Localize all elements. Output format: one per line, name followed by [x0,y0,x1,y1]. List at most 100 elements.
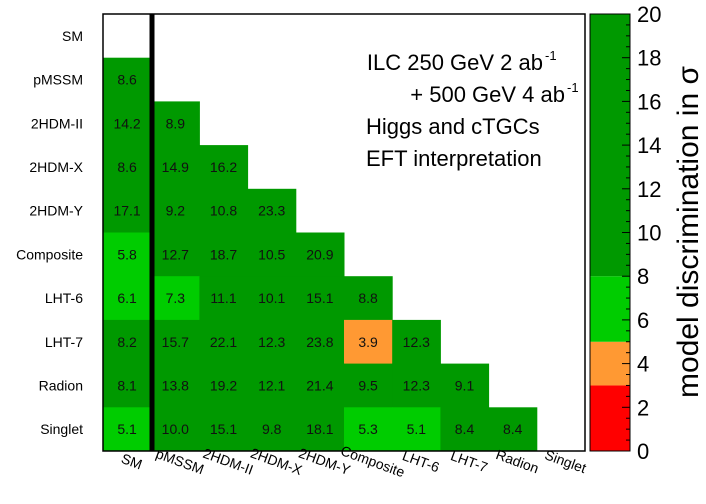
annotation-line-2-sup: -1 [567,80,579,95]
colorbar: 0 2 4 6 8 10 12 14 16 18 20 model discrimination i… [589,2,705,464]
cell-value: 19.2 [210,377,237,393]
colorbar-tick-label: 12 [637,177,661,202]
cell-value: 8.4 [455,421,475,437]
heatmap-cell [103,57,152,102]
heatmap-cell [247,407,297,452]
cell-value: 15.1 [306,290,333,306]
cell-value: 10.0 [162,421,189,437]
heatmap-cell [103,232,152,277]
annotation-line-2: + 500 GeV 4 ab [410,82,565,107]
heatmap-cell [103,276,152,321]
cell-value: 9.2 [166,203,186,219]
cell-value: 10.8 [210,203,237,219]
cell-value: 14.2 [113,115,140,131]
heatmap-cell [295,319,345,365]
cell-value: 9.8 [262,421,282,437]
heatmap-values: 8.6 14.2 8.9 8.6 14.9 16.2 17.1 9.2 10.8 23.3 5.8 1… [113,72,522,438]
heatmap-cell [295,407,345,452]
colorbar-tick-label: 16 [637,89,661,114]
cell-value: 18.7 [210,246,237,262]
cell-value: 12.3 [403,334,430,350]
heatmap-cell [247,276,297,321]
column-label: SM [119,450,144,472]
annotation-line-1-sup: -1 [545,48,557,63]
heatmap-cell [199,319,249,365]
colorbar-tick-label: 6 [637,308,649,333]
row-label: Composite [16,246,83,262]
row-label: Radion [39,377,83,393]
cell-value: 3.9 [358,334,378,350]
cell-value: 10.1 [258,290,285,306]
heatmap-cell [440,407,490,452]
heatmap-cell [103,101,152,146]
heatmap-cell [392,407,441,452]
colorbar-tick-label: 0 [637,439,649,464]
row-label: SM [62,28,83,44]
cell-value: 7.3 [166,290,186,306]
colorbar-tick-label: 18 [637,46,661,71]
annotation-line-4: EFT interpretation [366,146,542,171]
cell-value: 8.1 [117,377,137,393]
heatmap-cell [151,276,200,321]
heatmap-cell [247,232,297,277]
colorbar-tick-label: 14 [637,133,661,158]
heatmap-cell [199,363,249,408]
heatmap-cell [151,145,200,190]
row-label: 2HDM-II [31,115,83,131]
cell-value: 12.3 [403,377,430,393]
heatmap-cell [440,363,490,408]
cell-value: 20.9 [306,246,333,262]
row-label: Singlet [40,421,83,437]
cell-value: 17.1 [113,203,140,219]
row-label: 2HDM-X [29,159,83,175]
annotation-line-3: Higgs and cTGCs [366,114,540,139]
colorbar-tick-label: 8 [637,264,649,289]
colorbar-tick-label: 20 [637,2,661,27]
cell-value: 9.1 [455,377,475,393]
heatmap-cell [199,188,249,233]
heatmap-cell [295,363,345,408]
heatmap-cell [247,188,297,233]
cell-value: 6.1 [117,290,137,306]
heatmap-cell [103,407,152,452]
heatmap-cell [344,363,393,408]
row-label: LHT-6 [45,290,83,306]
heatmap-cell [247,363,297,408]
cell-value: 21.4 [306,377,333,393]
annotation-line-1: ILC 250 GeV 2 ab [367,50,543,75]
cell-value: 5.3 [358,421,378,437]
cell-value: 16.2 [210,159,237,175]
cell-value: 11.1 [210,290,236,306]
row-label: pMSSM [33,72,83,88]
colorbar-tick-label: 2 [637,395,649,420]
heatmap-cell [392,319,441,365]
cell-value: 14.9 [162,159,189,175]
heatmap-cell [151,101,200,146]
cell-value: 8.4 [503,421,523,437]
heatmap-cell [151,232,200,277]
cell-value: 5.8 [117,246,137,262]
cell-value: 8.6 [117,159,137,175]
cell-value: 10.5 [258,246,285,262]
row-label: LHT-7 [45,334,83,350]
cell-value: 15.7 [162,334,189,350]
heatmap-cell [151,363,200,408]
colorbar-band [590,385,630,451]
heatmap-cell [151,188,200,233]
heatmap-cell [103,188,152,233]
cell-value: 8.2 [117,334,137,350]
cell-value: 23.8 [306,334,333,350]
heatmap-cell [103,319,152,365]
cell-value: 23.3 [258,203,285,219]
heatmap-cell [488,407,538,452]
cell-value: 8.6 [117,72,137,88]
cell-value: 12.7 [162,246,189,262]
colorbar-tick-label: 10 [637,221,661,246]
colorbar-band [590,276,630,342]
cell-value: 8.8 [358,290,378,306]
cell-value: 5.1 [407,421,427,437]
heatmap-cell [199,276,249,321]
cell-value: 8.9 [166,115,186,131]
cell-value: 9.5 [358,377,378,393]
